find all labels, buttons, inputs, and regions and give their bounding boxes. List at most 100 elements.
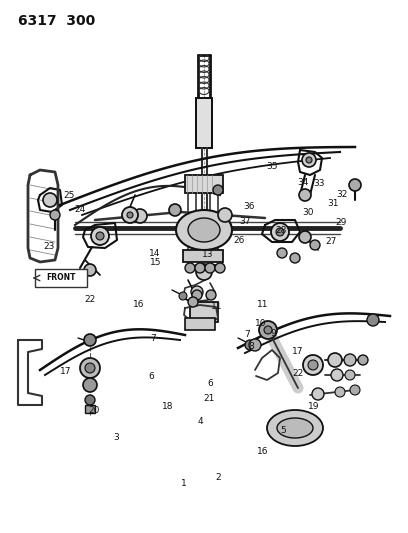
Text: 34: 34 xyxy=(297,178,309,187)
Text: 35: 35 xyxy=(266,162,278,171)
Circle shape xyxy=(122,207,138,223)
Circle shape xyxy=(302,153,316,167)
Bar xyxy=(183,250,223,262)
Circle shape xyxy=(185,263,195,273)
Text: 14: 14 xyxy=(149,249,161,257)
Circle shape xyxy=(85,363,95,373)
Circle shape xyxy=(84,334,96,346)
Ellipse shape xyxy=(267,410,323,446)
Text: 29: 29 xyxy=(335,219,346,227)
Text: 6: 6 xyxy=(148,372,154,381)
Circle shape xyxy=(195,263,205,273)
Circle shape xyxy=(350,385,360,395)
Circle shape xyxy=(290,253,300,263)
Circle shape xyxy=(91,227,109,245)
Circle shape xyxy=(83,378,97,392)
Ellipse shape xyxy=(277,418,313,438)
Circle shape xyxy=(271,223,289,241)
Text: 7: 7 xyxy=(244,330,250,339)
Circle shape xyxy=(96,232,104,240)
Text: 13: 13 xyxy=(202,251,214,259)
Text: 31: 31 xyxy=(328,199,339,208)
Circle shape xyxy=(85,395,95,405)
Circle shape xyxy=(245,340,255,350)
Circle shape xyxy=(196,264,212,280)
Text: 30: 30 xyxy=(303,208,314,216)
Circle shape xyxy=(205,263,215,273)
Text: 27: 27 xyxy=(326,238,337,246)
Text: 19: 19 xyxy=(308,402,320,410)
Text: 9: 9 xyxy=(271,329,276,337)
Circle shape xyxy=(264,326,272,334)
Text: 25: 25 xyxy=(64,191,75,199)
Text: 8: 8 xyxy=(248,342,254,351)
Circle shape xyxy=(312,388,324,400)
Circle shape xyxy=(328,353,342,367)
Text: 33: 33 xyxy=(313,179,325,188)
Circle shape xyxy=(367,314,379,326)
Circle shape xyxy=(299,231,311,243)
Text: 28: 28 xyxy=(276,226,287,235)
Text: 6317  300: 6317 300 xyxy=(18,14,95,28)
Text: 32: 32 xyxy=(336,190,347,199)
Circle shape xyxy=(215,263,225,273)
Circle shape xyxy=(133,209,147,223)
Text: 1: 1 xyxy=(181,480,186,488)
Circle shape xyxy=(259,321,277,339)
Bar xyxy=(85,405,95,413)
Circle shape xyxy=(43,193,57,207)
Circle shape xyxy=(192,290,202,300)
Text: 7: 7 xyxy=(150,334,156,343)
Circle shape xyxy=(310,240,320,250)
Text: 23: 23 xyxy=(43,242,55,251)
Circle shape xyxy=(349,179,361,191)
Circle shape xyxy=(277,248,287,258)
Circle shape xyxy=(276,228,284,236)
Ellipse shape xyxy=(176,210,232,250)
Circle shape xyxy=(344,354,356,366)
Circle shape xyxy=(179,292,187,300)
Circle shape xyxy=(303,355,323,375)
Circle shape xyxy=(308,360,318,370)
Bar xyxy=(185,318,215,330)
Circle shape xyxy=(306,157,312,163)
Text: 37: 37 xyxy=(239,217,251,225)
Text: 10: 10 xyxy=(255,319,267,328)
Circle shape xyxy=(50,210,60,220)
Circle shape xyxy=(188,297,198,307)
Circle shape xyxy=(169,204,181,216)
Ellipse shape xyxy=(188,218,220,242)
Text: 6: 6 xyxy=(207,379,213,388)
Text: 26: 26 xyxy=(233,237,244,245)
Circle shape xyxy=(358,355,368,365)
Text: 11: 11 xyxy=(211,302,222,311)
Text: 16: 16 xyxy=(133,300,144,309)
Text: 3: 3 xyxy=(113,433,119,441)
Text: 11: 11 xyxy=(257,301,268,309)
Text: 15: 15 xyxy=(150,259,162,267)
Circle shape xyxy=(213,185,223,195)
Text: 4: 4 xyxy=(197,417,203,425)
Circle shape xyxy=(80,358,100,378)
Circle shape xyxy=(331,369,343,381)
Text: 16: 16 xyxy=(257,447,269,456)
Circle shape xyxy=(127,212,133,218)
Circle shape xyxy=(218,208,232,222)
Text: 2: 2 xyxy=(215,473,221,481)
Circle shape xyxy=(345,370,355,380)
Text: 36: 36 xyxy=(243,203,255,211)
Text: 22: 22 xyxy=(84,295,95,304)
Bar xyxy=(190,302,218,322)
Bar xyxy=(196,98,212,148)
Circle shape xyxy=(299,189,311,201)
FancyBboxPatch shape xyxy=(35,269,87,287)
Text: 24: 24 xyxy=(74,205,85,214)
Text: 22: 22 xyxy=(292,369,304,377)
Circle shape xyxy=(191,286,203,298)
Text: 20: 20 xyxy=(88,406,100,415)
Text: 21: 21 xyxy=(204,394,215,403)
Text: 5: 5 xyxy=(281,426,286,435)
Circle shape xyxy=(206,290,216,300)
Bar xyxy=(185,175,223,193)
Text: 17: 17 xyxy=(292,348,304,356)
